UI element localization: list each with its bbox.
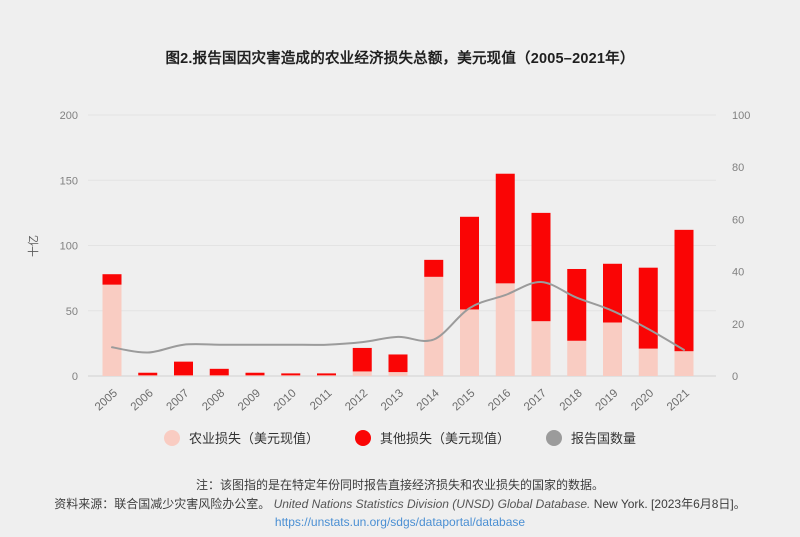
other-loss-bar: [460, 216, 479, 310]
x-axis-label: 2005: [93, 387, 120, 413]
reporting-countries-swatch-icon: [546, 429, 562, 446]
agriculture-loss-bar: [567, 340, 587, 376]
source-citation: United Nations Statistics Division (UNSD…: [273, 497, 591, 511]
agriculture-loss-bar: [281, 375, 301, 376]
other-loss-swatch-icon: [354, 429, 371, 446]
source-line: 资料来源：联合国减少灾害风险办公室。 United Nations Statis…: [0, 495, 800, 512]
chart-footnote: 注：该图指的是在特定年份同时报告直接经济损失和农业损失的国家的数据。: [195, 478, 604, 492]
left-axis-title: 十亿: [26, 235, 40, 257]
agriculture-loss-bar: [531, 321, 551, 376]
agriculture-loss-bar: [388, 372, 408, 376]
legend-label: 报告国数量: [571, 431, 637, 446]
source-link-row: https://unstats.un.org/sdgs/dataportal/d…: [0, 515, 800, 529]
agriculture-loss-swatch-icon: [163, 429, 180, 446]
legend-item-agriculture-loss: 农业损失（美元现值）: [163, 428, 319, 447]
other-loss-bar: [138, 372, 158, 376]
other-loss-bar: [424, 259, 444, 277]
agriculture-loss-bar: [138, 375, 158, 376]
other-loss-bar: [388, 354, 408, 373]
left-axis-tick-label: 100: [60, 241, 78, 253]
x-axis-label: 2011: [308, 387, 334, 412]
other-loss-bar: [531, 212, 551, 322]
x-axis-label: 2021: [665, 387, 692, 413]
other-loss-bar: [495, 173, 515, 284]
database-link[interactable]: https://unstats.un.org/sdgs/dataportal/d…: [274, 515, 526, 529]
right-axis-tick-label: 100: [732, 110, 750, 122]
right-axis-tick-label: 60: [732, 214, 744, 226]
agriculture-loss-bar: [317, 375, 336, 376]
other-loss-bar: [174, 361, 193, 376]
chart-legend: 农业损失（美元现值） 其他损失（美元现值） 报告国数量: [0, 428, 800, 447]
left-axis-tick-label: 50: [66, 306, 78, 318]
x-axis-label: 2010: [272, 387, 299, 413]
agriculture-loss-bar: [102, 284, 122, 376]
right-axis-tick-label: 20: [732, 319, 744, 331]
x-axis-label: 2007: [164, 387, 191, 413]
legend-item-other-loss: 其他损失（美元现值）: [354, 428, 510, 447]
other-loss-bar: [638, 267, 658, 349]
agriculture-loss-bar: [495, 283, 515, 376]
other-loss-bar: [567, 268, 587, 341]
agriculture-loss-bar: [674, 351, 694, 376]
x-axis-label: 2013: [379, 387, 406, 413]
x-axis-label: 2019: [593, 387, 620, 413]
other-loss-bar: [281, 373, 301, 376]
left-axis-tick-label: 150: [60, 175, 78, 187]
x-axis-label: 2018: [558, 387, 585, 413]
legend-label: 其他损失（美元现值）: [379, 431, 510, 446]
chart-title: 图2.报告国因灾害造成的农业经济损失总额，美元现值（2005–2021年）: [165, 51, 635, 67]
other-loss-bar: [674, 229, 694, 352]
legend-item-reporting-countries: 报告国数量: [546, 428, 636, 447]
x-axis-label: 2017: [522, 387, 549, 413]
x-axis-label: 2009: [236, 387, 263, 413]
left-axis-tick-label: 200: [60, 110, 78, 122]
legend-label: 农业损失（美元现值）: [188, 431, 319, 446]
reporting-countries-line: [111, 280, 685, 354]
agriculture-loss-bar: [603, 322, 622, 376]
other-loss-bar: [209, 368, 229, 376]
agriculture-loss-bar: [209, 375, 229, 376]
x-axis-label: 2014: [415, 387, 442, 413]
agriculture-loss-bar: [245, 375, 265, 376]
x-axis-label: 2015: [450, 387, 477, 413]
agriculture-loss-bar: [424, 276, 444, 376]
agriculture-loss-bar: [174, 375, 193, 376]
agriculture-loss-bar: [460, 309, 479, 376]
agriculture-loss-bar: [352, 371, 372, 376]
x-axis-label: 2008: [200, 387, 227, 413]
x-axis-label: 2012: [343, 387, 370, 413]
other-loss-bar: [352, 347, 372, 372]
left-axis-tick-label: 0: [72, 371, 78, 383]
right-axis-tick-label: 80: [732, 162, 744, 174]
x-axis-label: 2006: [129, 387, 156, 413]
other-loss-bar: [245, 372, 265, 376]
other-loss-bar: [102, 274, 122, 285]
x-axis-label: 2016: [486, 387, 513, 413]
agriculture-loss-bar: [638, 348, 658, 376]
right-axis-tick-label: 0: [732, 371, 738, 383]
source-suffix: New York. [2023年6月8日]。: [590, 497, 746, 511]
x-axis-label: 2020: [629, 387, 656, 413]
source-prefix: 资料来源：联合国减少灾害风险办公室。: [54, 497, 274, 511]
right-axis-tick-label: 40: [732, 267, 744, 279]
other-loss-bar: [317, 373, 336, 376]
